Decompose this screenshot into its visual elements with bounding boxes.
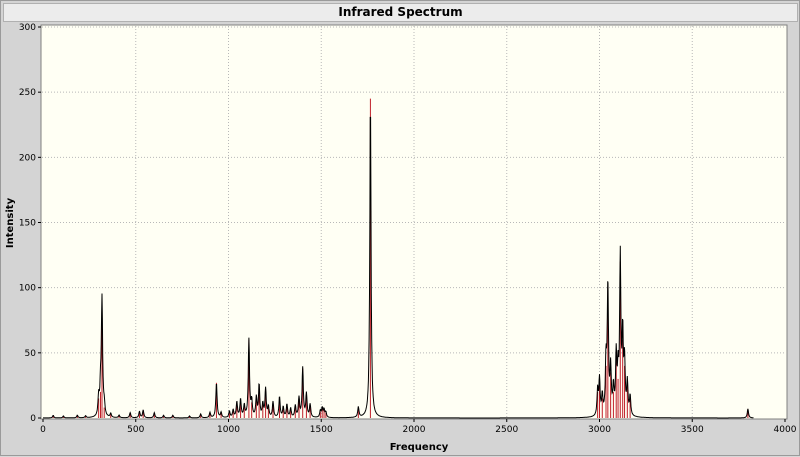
x-axis-title: Frequency [390, 442, 449, 453]
y-tick-label: 100 [19, 284, 36, 294]
x-tick-label: 3000 [588, 425, 611, 435]
chart-title: Infrared Spectrum [338, 5, 463, 19]
x-tick-label: 0 [40, 425, 46, 435]
y-tick-label: 300 [19, 23, 36, 33]
x-tick-label: 1500 [310, 425, 333, 435]
grid [42, 26, 786, 418]
y-tick-label: 250 [19, 88, 36, 98]
x-tick-label: 4000 [774, 425, 797, 435]
x-axis-ticks: 0 500 1000 1500 2000 2500 3000 3500 4000 [40, 419, 797, 435]
y-tick-label: 150 [19, 219, 36, 229]
y-axis-title: Intensity [5, 197, 16, 248]
x-tick-label: 3500 [681, 425, 704, 435]
stick-spectrum [52, 98, 749, 418]
x-tick-label: 1000 [217, 425, 240, 435]
y-axis-ticks: 0 50 100 150 200 250 300 [19, 23, 41, 424]
x-tick-label: 500 [127, 425, 144, 435]
x-tick-label: 2000 [403, 425, 426, 435]
y-tick-label: 50 [25, 349, 37, 359]
x-tick-label: 2500 [495, 425, 518, 435]
y-tick-label: 0 [30, 414, 36, 424]
y-tick-label: 200 [19, 153, 36, 163]
title-bar: Infrared Spectrum [3, 3, 798, 22]
broadened-spectrum-line [43, 116, 754, 419]
